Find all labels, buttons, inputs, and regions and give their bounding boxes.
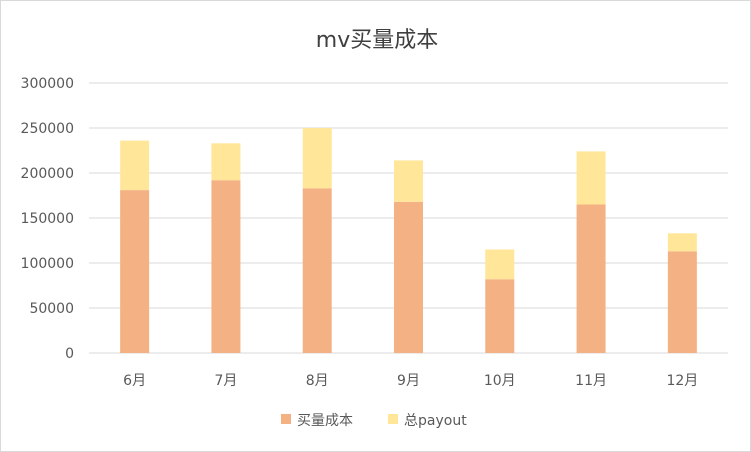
legend-swatch-buy-cost xyxy=(281,414,291,424)
bars xyxy=(120,128,697,353)
y-tick-label: 50000 xyxy=(29,301,74,317)
legend-swatch-total-payout xyxy=(388,414,398,424)
legend: 买量成本 总payout xyxy=(281,413,467,429)
y-tick-label: 250000 xyxy=(21,121,74,137)
y-tick-label: 150000 xyxy=(21,211,74,227)
chart-title: mv买量成本 xyxy=(316,28,438,53)
legend-label-total-payout: 总payout xyxy=(404,413,467,429)
bar-total-payout xyxy=(120,140,150,191)
y-tick-label: 200000 xyxy=(21,166,74,182)
y-tick-label: 0 xyxy=(65,346,74,362)
bar-buy-cost xyxy=(576,204,606,353)
x-tick-label: 8月 xyxy=(306,373,329,389)
bar-total-payout xyxy=(394,160,423,202)
bar-buy-cost xyxy=(667,251,697,353)
x-tick-label: 9月 xyxy=(397,373,420,389)
bar-total-payout xyxy=(211,143,241,181)
bar-buy-cost xyxy=(302,188,332,353)
legend-label-buy-cost: 买量成本 xyxy=(297,413,353,429)
bar-total-payout xyxy=(576,151,606,205)
bar-total-payout xyxy=(485,249,515,280)
bar-total-payout xyxy=(302,128,332,189)
x-axis-ticks: 6月 7月 8月 9月 10月 11月 12月 xyxy=(123,373,698,389)
bar-total-payout xyxy=(667,233,697,252)
bar-buy-cost xyxy=(485,279,515,353)
y-tick-label: 300000 xyxy=(21,76,74,92)
y-tick-label: 100000 xyxy=(21,256,74,272)
x-tick-label: 11月 xyxy=(575,373,607,389)
x-tick-label: 12月 xyxy=(666,373,698,389)
bar-buy-cost xyxy=(120,190,150,353)
y-axis-ticks: 0 50000 100000 150000 200000 250000 300000 xyxy=(21,76,74,362)
bar-buy-cost xyxy=(394,201,423,353)
bar-buy-cost xyxy=(211,180,241,353)
x-tick-label: 7月 xyxy=(214,373,237,389)
x-tick-label: 6月 xyxy=(123,373,146,389)
x-tick-label: 10月 xyxy=(484,373,516,389)
